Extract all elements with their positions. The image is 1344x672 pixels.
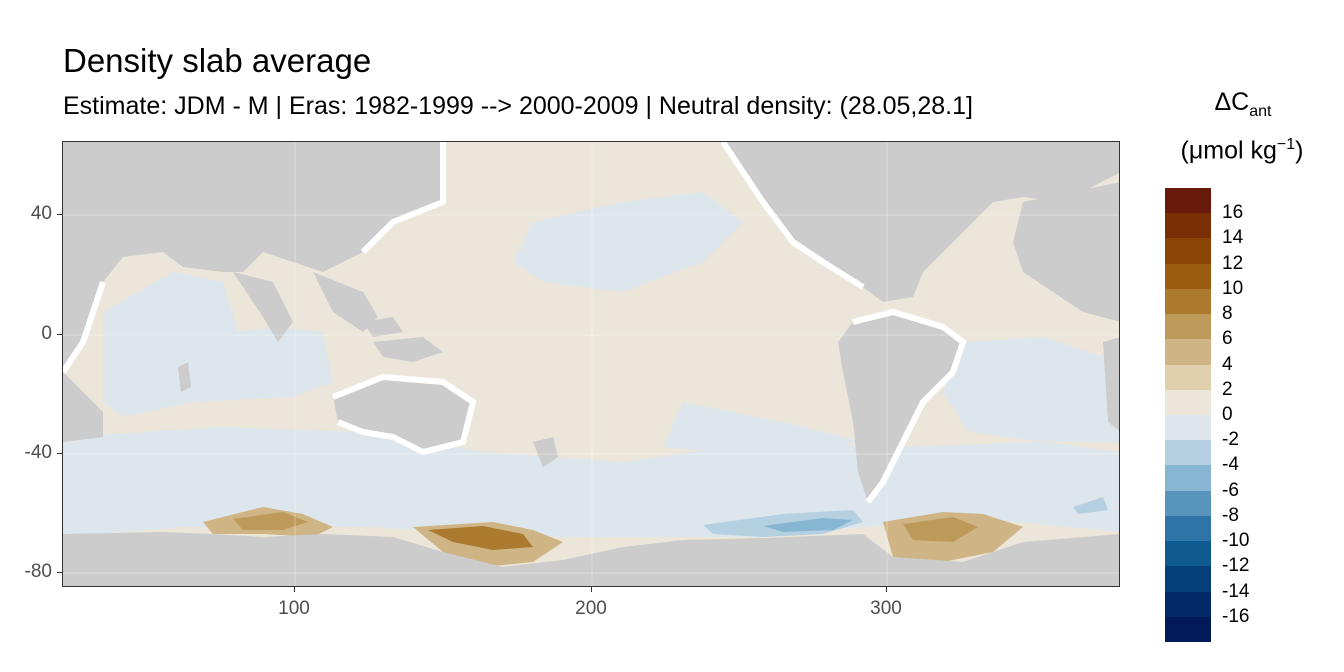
legend-swatch — [1165, 288, 1211, 315]
xtick-label: 100 — [278, 598, 310, 619]
legend-swatch — [1165, 314, 1211, 340]
blue-patch — [703, 497, 1108, 537]
legend-swatch — [1165, 415, 1211, 441]
legend-title-sub: ant — [1249, 103, 1272, 120]
legend-label: -14 — [1222, 580, 1250, 602]
legend-swatch — [1165, 515, 1211, 542]
legend-colorbar — [1165, 188, 1211, 643]
legend-unit-close: ) — [1295, 136, 1304, 165]
land — [63, 142, 1119, 586]
chart-subtitle: Estimate: JDM - M | Eras: 1982-1999 --> … — [63, 92, 973, 120]
legend-label: -4 — [1222, 454, 1239, 476]
legend-swatch — [1165, 616, 1211, 643]
legend-swatch — [1165, 364, 1211, 391]
legend-swatch — [1165, 566, 1211, 593]
chart-title: Density slab average — [63, 42, 372, 79]
legend-swatch — [1165, 440, 1211, 466]
legend-label: 0 — [1222, 404, 1233, 425]
legend-label: 10 — [1222, 277, 1244, 299]
ytick-label: -40 — [24, 442, 52, 463]
map-panel — [62, 141, 1120, 587]
legend-swatch — [1165, 339, 1211, 366]
legend-swatch — [1165, 238, 1211, 265]
legend-label: -6 — [1222, 479, 1239, 501]
negative-regions — [63, 192, 1119, 537]
legend-label: -2 — [1222, 429, 1239, 451]
legend-swatch — [1165, 490, 1211, 517]
gridlines — [63, 142, 1119, 586]
legend-label: 2 — [1222, 378, 1233, 400]
xtick-label: 200 — [575, 598, 607, 619]
xtick-mark — [294, 587, 295, 592]
ytick-mark — [57, 214, 62, 215]
legend-swatch — [1165, 213, 1211, 239]
legend-swatch — [1165, 541, 1211, 567]
ytick-label: 40 — [30, 203, 52, 224]
legend-swatch — [1165, 389, 1211, 416]
legend-title: ΔCant — [1168, 88, 1318, 121]
legend-label: -16 — [1222, 605, 1250, 627]
legend-label: -10 — [1222, 530, 1250, 552]
coastal-outlines — [63, 142, 967, 504]
legend-swatch — [1165, 188, 1211, 214]
ytick-mark — [57, 453, 62, 454]
ytick-label: -80 — [24, 561, 52, 582]
ytick-mark — [57, 334, 62, 335]
map-svg — [63, 142, 1119, 586]
legend-unit: (μmol kg−1) — [1162, 136, 1322, 165]
legend-swatch — [1165, 591, 1211, 618]
legend-title-main: ΔC — [1214, 88, 1250, 116]
legend-label: 16 — [1222, 202, 1244, 224]
legend-label: 14 — [1222, 227, 1244, 249]
xtick-mark — [591, 587, 592, 592]
ytick-mark — [57, 572, 62, 573]
xtick-mark — [886, 587, 887, 592]
legend-swatch — [1165, 263, 1211, 290]
xtick-label: 300 — [870, 598, 902, 619]
legend-label: 8 — [1222, 303, 1233, 325]
legend-label: -8 — [1222, 504, 1239, 526]
legend-label: 6 — [1222, 328, 1233, 350]
ytick-label: 0 — [41, 323, 52, 344]
legend-label: 12 — [1222, 252, 1244, 274]
positive-patches — [203, 507, 1023, 567]
legend-label: -12 — [1222, 555, 1250, 577]
legend-unit-open: (μmol kg — [1180, 136, 1277, 165]
legend-label: 4 — [1222, 353, 1233, 375]
legend-swatch — [1165, 465, 1211, 492]
legend-unit-sup: −1 — [1276, 136, 1296, 153]
